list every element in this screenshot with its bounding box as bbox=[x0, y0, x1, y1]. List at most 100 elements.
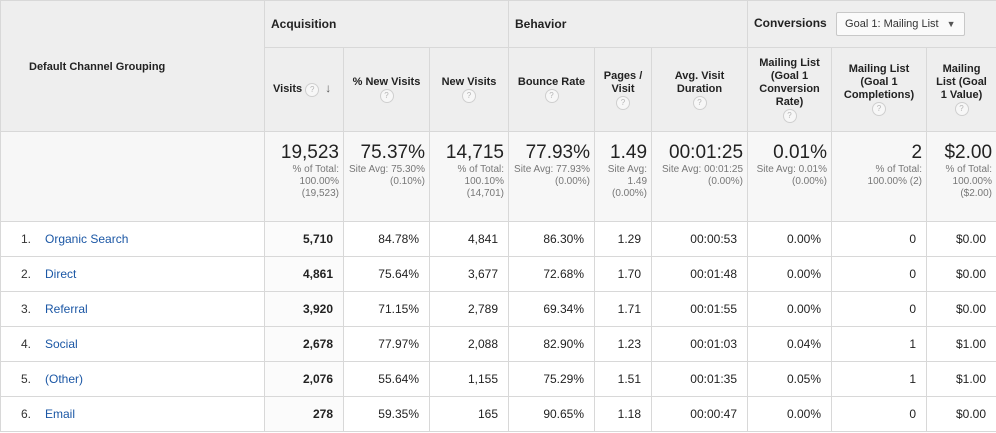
total-bounce-rate: 77.93% Site Avg: 77.93% (0.00%) bbox=[508, 131, 596, 222]
cell-comp: 1 bbox=[831, 361, 928, 397]
cell-val: $0.00 bbox=[926, 396, 996, 432]
cell-dur: 00:01:55 bbox=[651, 291, 749, 327]
cell-dur: 00:00:47 bbox=[651, 396, 749, 432]
total-sub: % of Total: 100.00% (19,523) bbox=[292, 164, 339, 199]
cell-ppv: 1.23 bbox=[594, 326, 653, 362]
col-completions[interactable]: Mailing List (Goal 1 Completions) ? bbox=[831, 47, 928, 132]
cell-ppv: 1.18 bbox=[594, 396, 653, 432]
col-new-visits-label: New Visits bbox=[441, 76, 497, 88]
help-icon[interactable]: ? bbox=[544, 89, 559, 103]
conversions-group-header: Conversions Goal 1: Mailing List ▼ bbox=[747, 0, 996, 48]
channel-link[interactable]: Referral bbox=[45, 302, 88, 316]
channel-link[interactable]: Social bbox=[45, 337, 78, 351]
total-value: 2 bbox=[911, 142, 923, 163]
sort-arrow-icon[interactable]: ↓ bbox=[325, 81, 332, 96]
channel-link[interactable]: Organic Search bbox=[45, 232, 129, 246]
total-sub: Site Avg: 0.01% (0.00%) bbox=[756, 164, 828, 187]
total-sub: % of Total: 100.00% (2) bbox=[867, 164, 923, 187]
total-visits: 19,523% of Total: 100.00% (19,523) bbox=[264, 131, 344, 222]
channel-cell: 6. Email bbox=[0, 396, 265, 432]
row-index: 5. bbox=[21, 372, 32, 386]
cell-dur: 00:01:03 bbox=[651, 326, 749, 362]
total-avg-duration: 00:01:25 Site Avg: 00:01:25 (0.00%) bbox=[651, 131, 749, 222]
total-sub: Site Avg: 75.30% (0.10%) bbox=[349, 164, 425, 187]
cell-val: $0.00 bbox=[926, 291, 996, 327]
col-completions-label: Mailing List (Goal 1 Completions) bbox=[843, 63, 915, 101]
col-pages-visit-label: Pages / Visit bbox=[603, 69, 643, 95]
cell-visits: 5,710 bbox=[264, 221, 344, 257]
total-value: 75.37% bbox=[360, 142, 425, 163]
total-conv-rate: 0.01% Site Avg: 0.01% (0.00%) bbox=[747, 131, 833, 222]
channel-link[interactable]: Direct bbox=[45, 267, 77, 281]
cell-new: 2,789 bbox=[428, 291, 510, 327]
cell-conv: 0.00% bbox=[747, 396, 833, 432]
cell-new: 1,155 bbox=[428, 361, 510, 397]
channel-cell: 4. Social bbox=[0, 326, 265, 362]
cell-val: $0.00 bbox=[926, 221, 996, 257]
row-index: 4. bbox=[21, 337, 32, 351]
cell-comp: 0 bbox=[831, 291, 928, 327]
dcg-label: Default Channel Grouping bbox=[29, 61, 166, 73]
help-icon[interactable]: ? bbox=[616, 95, 631, 110]
col-avg-duration[interactable]: Avg. Visit Duration ? bbox=[651, 47, 749, 132]
total-sub: % of Total: 100.10% (14,701) bbox=[457, 164, 505, 199]
cell-bounce: 90.65% bbox=[508, 396, 596, 432]
help-icon[interactable]: ? bbox=[872, 102, 887, 116]
cell-new_pct: 75.64% bbox=[343, 256, 430, 292]
acquisition-group-header: Acquisition bbox=[263, 0, 510, 48]
col-conv-rate-label: Mailing List (Goal 1 Conversion Rate) bbox=[759, 56, 820, 108]
cell-new_pct: 55.64% bbox=[343, 361, 430, 397]
cell-conv: 0.04% bbox=[747, 326, 833, 362]
col-value-label: Mailing List (Goal 1 Value) bbox=[936, 63, 987, 101]
channel-link[interactable]: Email bbox=[45, 407, 76, 421]
conversions-label: Conversions bbox=[754, 16, 827, 30]
total-value: 1.49 bbox=[610, 142, 648, 163]
cell-bounce: 86.30% bbox=[508, 221, 596, 257]
cell-comp: 0 bbox=[831, 256, 928, 292]
cell-visits: 278 bbox=[264, 396, 344, 432]
cell-visits: 2,076 bbox=[264, 361, 344, 397]
table-row: 2. Direct 4,861 75.64% 3,677 72.68% 1.70 00:01:… bbox=[0, 256, 996, 292]
table-row: 6. Email 278 59.35% 165 90.65% 1.18 00:00:47 0.0… bbox=[0, 396, 996, 432]
channel-cell: 5. (Other) bbox=[0, 361, 265, 397]
col-bounce-rate[interactable]: Bounce Rate ? bbox=[508, 47, 596, 132]
help-icon[interactable]: ? bbox=[305, 82, 320, 97]
total-value: 14,715 bbox=[445, 142, 505, 163]
totals-label-cell bbox=[0, 131, 265, 222]
col-new-visits[interactable]: New Visits ? bbox=[428, 47, 510, 132]
col-new-visits-pct-label: % New Visits bbox=[352, 76, 421, 88]
row-index: 1. bbox=[21, 232, 32, 246]
cell-new: 2,088 bbox=[428, 326, 510, 362]
default-channel-grouping-header: Default Channel Grouping bbox=[0, 0, 265, 132]
cell-dur: 00:01:48 bbox=[651, 256, 749, 292]
cell-dur: 00:01:35 bbox=[651, 361, 749, 397]
total-new-visits-pct: 75.37% Site Avg: 75.30% (0.10%) bbox=[343, 131, 430, 222]
cell-conv: 0.00% bbox=[747, 256, 833, 292]
total-value: 77.93% bbox=[525, 142, 591, 163]
col-visits[interactable]: Visits ? ↓ bbox=[264, 47, 344, 132]
total-sub: % of Total: 100.00% ($2.00) bbox=[945, 164, 993, 199]
col-new-visits-pct[interactable]: % New Visits ? bbox=[343, 47, 430, 132]
total-value: 0.01% bbox=[773, 142, 828, 163]
help-icon[interactable]: ? bbox=[782, 108, 797, 123]
goal-select[interactable]: Goal 1: Mailing List ▼ bbox=[836, 12, 965, 36]
col-value[interactable]: Mailing List (Goal 1 Value) ? bbox=[926, 47, 996, 132]
cell-new: 4,841 bbox=[428, 221, 510, 257]
help-icon[interactable]: ? bbox=[379, 89, 394, 103]
help-icon[interactable]: ? bbox=[462, 89, 476, 103]
col-pages-visit[interactable]: Pages / Visit ? bbox=[594, 47, 653, 132]
total-completions: 2% of Total: 100.00% (2) bbox=[831, 131, 928, 222]
help-icon[interactable]: ? bbox=[954, 102, 969, 116]
behavior-group-header: Behavior bbox=[508, 0, 749, 48]
col-conv-rate[interactable]: Mailing List (Goal 1 Conversion Rate) ? bbox=[747, 47, 833, 132]
col-bounce-rate-label: Bounce Rate bbox=[517, 76, 586, 88]
total-value: 19,523 bbox=[280, 142, 339, 163]
cell-new_pct: 71.15% bbox=[343, 291, 430, 327]
cell-val: $1.00 bbox=[926, 361, 996, 397]
cell-dur: 00:00:53 bbox=[651, 221, 749, 257]
channel-link[interactable]: (Other) bbox=[45, 372, 84, 386]
total-sub: Site Avg: 1.49 (0.00%) bbox=[607, 164, 648, 199]
cell-bounce: 75.29% bbox=[508, 361, 596, 397]
help-icon[interactable]: ? bbox=[692, 95, 707, 110]
